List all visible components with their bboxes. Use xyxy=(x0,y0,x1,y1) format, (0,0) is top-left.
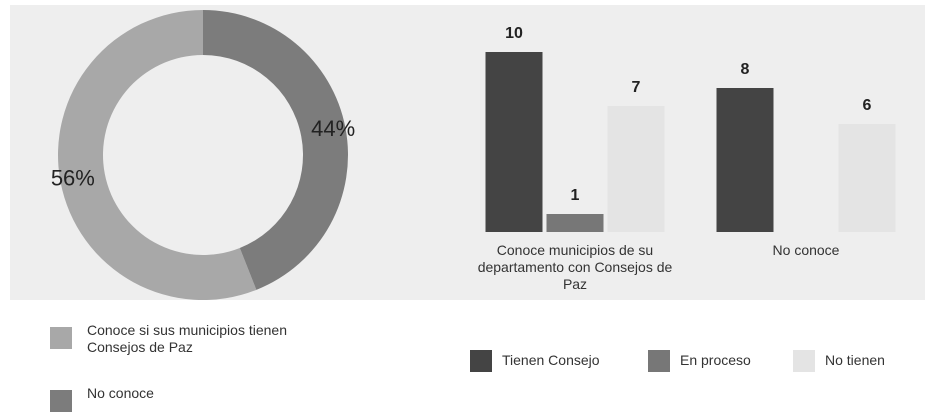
legend-swatch xyxy=(50,327,72,349)
data-label: 10 xyxy=(505,25,523,42)
legend-swatch xyxy=(648,350,670,372)
bar xyxy=(546,214,604,232)
legend-label: Conoce si sus municipios tienen Consejos… xyxy=(87,322,287,355)
data-label: 7 xyxy=(632,79,641,96)
legend-swatch xyxy=(470,350,492,372)
x-tick-label: Conoce municipios de su departamento con… xyxy=(477,242,673,292)
donut-segment xyxy=(57,10,257,300)
legend-swatch xyxy=(50,390,72,412)
page: 56% 44% 10 1 7 8 6 Conoce si sus municipios ti… xyxy=(10,5,925,412)
data-label: 44% xyxy=(311,116,355,141)
data-label: 6 xyxy=(863,97,872,114)
x-tick-label: No conoce xyxy=(772,242,840,258)
bar xyxy=(607,106,665,232)
bar xyxy=(485,52,543,232)
legend-label: No conoce xyxy=(87,385,154,401)
bar xyxy=(838,124,896,232)
data-label: 8 xyxy=(741,61,750,78)
legend-label: En proceso xyxy=(680,352,751,368)
legend-swatch xyxy=(793,350,815,372)
legend-label: Tienen Consejo xyxy=(502,352,600,368)
donut-segment xyxy=(203,10,348,290)
data-label: 1 xyxy=(571,187,580,204)
chart: 56% 44% 10 1 7 8 6 xyxy=(10,5,925,300)
bar xyxy=(716,88,774,232)
data-label: 56% xyxy=(51,166,95,191)
legend-label: No tienen xyxy=(825,352,885,368)
